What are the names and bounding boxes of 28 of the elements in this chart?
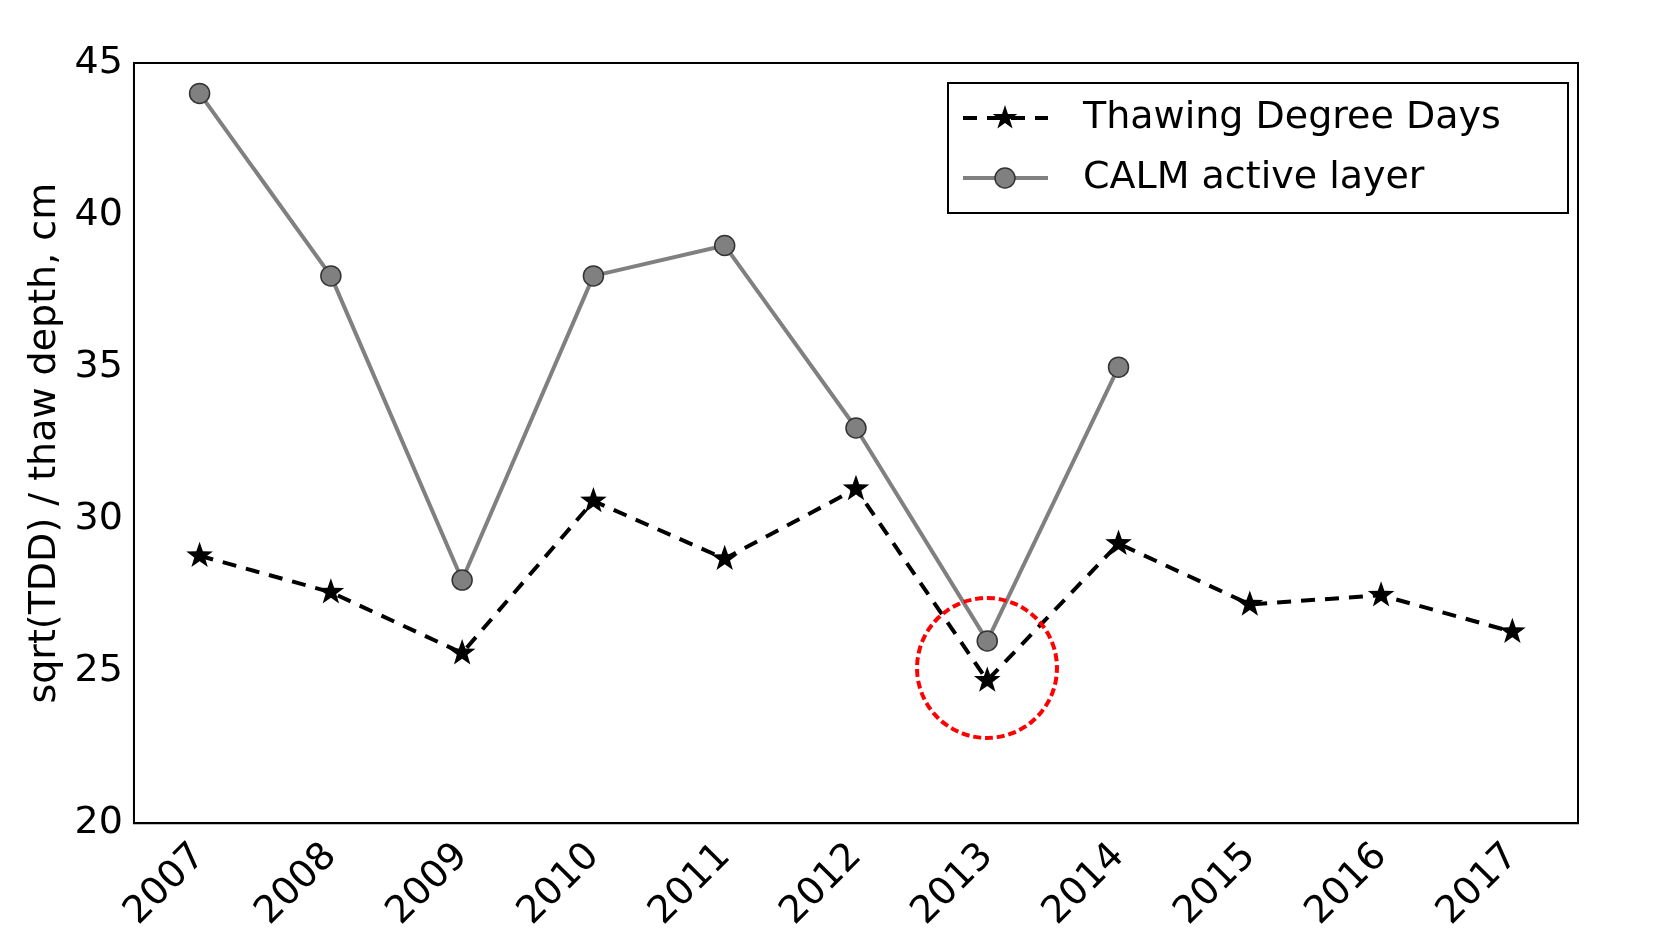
- legend-label: Thawing Degree Days: [1082, 92, 1501, 137]
- point: [713, 234, 736, 257]
- point: [711, 544, 739, 571]
- point: [1236, 590, 1264, 616]
- y-tick-label: 40: [74, 189, 123, 234]
- y-tick-label: 20: [74, 798, 123, 843]
- y-axis-title: sqrt(TDD) / thaw depth, cm: [19, 182, 64, 704]
- y-tick-label: 35: [74, 342, 123, 387]
- point: [582, 265, 605, 287]
- point: [1499, 617, 1526, 644]
- point: [1105, 529, 1132, 555]
- y-tick-label: 25: [74, 646, 123, 691]
- y-tick-label: 45: [74, 37, 123, 82]
- point: [451, 569, 473, 591]
- point: [842, 474, 870, 501]
- y-tick-label: 30: [74, 494, 123, 539]
- point: [188, 82, 211, 105]
- point: [1367, 581, 1395, 607]
- point: [1107, 356, 1130, 378]
- point: [845, 417, 867, 439]
- point: [976, 630, 998, 652]
- point: [448, 639, 476, 665]
- point: [317, 578, 345, 604]
- point: [186, 541, 213, 568]
- legend-label: CALM active layer: [1083, 152, 1425, 197]
- point: [973, 666, 1001, 692]
- point: [580, 486, 607, 513]
- point: [320, 265, 342, 287]
